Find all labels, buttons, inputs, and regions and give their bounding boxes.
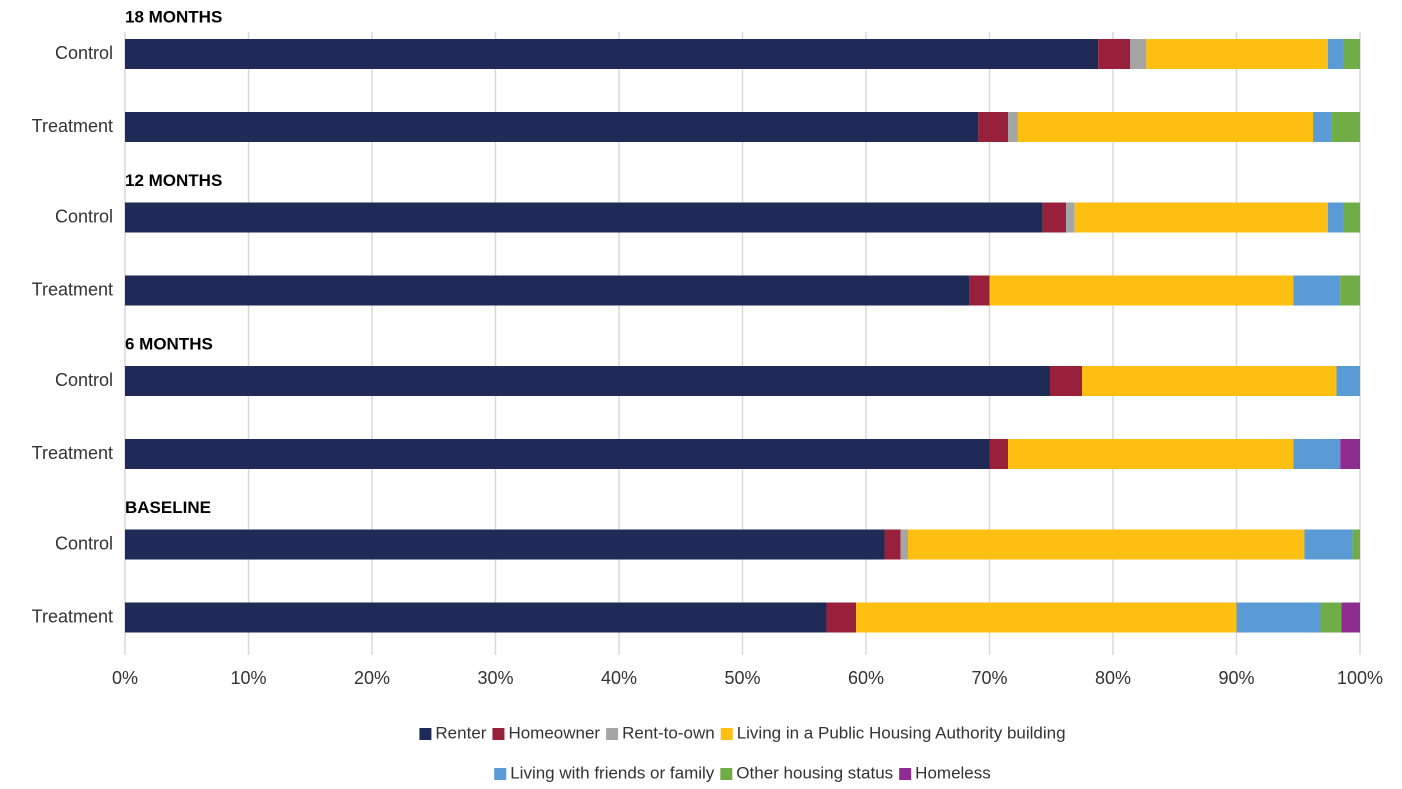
- legend-label: Homeless: [915, 763, 991, 782]
- bar-segment: [1327, 202, 1344, 233]
- y-tick-label: Treatment: [32, 443, 113, 463]
- x-tick-label: 60%: [848, 668, 884, 688]
- legend-label: Homeowner: [508, 723, 600, 742]
- bar-segment: [1236, 602, 1321, 633]
- bar-segment: [1050, 366, 1083, 396]
- x-tick-label: 50%: [724, 668, 760, 688]
- legend-label: Rent-to-own: [622, 723, 715, 742]
- bar-segment: [1008, 439, 1294, 469]
- bar-segment: [125, 275, 970, 306]
- x-tick-label: 80%: [1095, 668, 1131, 688]
- bar-segment: [1146, 39, 1328, 69]
- y-tick-label: Treatment: [32, 116, 113, 136]
- bar-segment: [1331, 112, 1360, 142]
- legend-swatch: [720, 768, 733, 780]
- bar-segment: [125, 366, 1051, 396]
- bar-segment: [1343, 202, 1360, 233]
- legend-label: Renter: [435, 723, 486, 742]
- bar-segment: [1341, 602, 1360, 633]
- bar-segment: [1336, 366, 1360, 396]
- y-tick-label: Control: [55, 206, 113, 226]
- bar-segment: [826, 602, 857, 633]
- x-tick-label: 40%: [601, 668, 637, 688]
- x-tick-label: 70%: [971, 668, 1007, 688]
- legend-label: Living in a Public Housing Authority bui…: [737, 723, 1066, 742]
- bar-segment: [1304, 529, 1353, 560]
- bar-segment: [125, 112, 979, 142]
- x-tick-label: 20%: [354, 668, 390, 688]
- legend-label: Living with friends or family: [510, 763, 715, 782]
- bar-segment: [1042, 202, 1067, 233]
- x-tick-label: 100%: [1337, 668, 1383, 688]
- bar-segment: [1352, 529, 1360, 560]
- bar-segment: [125, 602, 827, 633]
- x-tick-label: 10%: [230, 668, 266, 688]
- legend-swatch: [492, 728, 505, 740]
- y-tick-label: Treatment: [32, 606, 113, 626]
- group-label: 6 MONTHS: [125, 334, 213, 353]
- y-tick-label: Control: [55, 370, 113, 390]
- bar-segment: [125, 39, 1099, 69]
- group-label: 18 MONTHS: [125, 7, 222, 26]
- y-tick-label: Control: [55, 533, 113, 553]
- y-tick-label: Treatment: [32, 279, 113, 299]
- bar-segment: [125, 202, 1043, 233]
- bar-segment: [1343, 39, 1360, 69]
- bar-segment: [1340, 439, 1360, 469]
- bar-segment: [125, 439, 990, 469]
- bar-segment: [969, 275, 990, 306]
- legend-swatch: [494, 768, 507, 780]
- bar-segment: [1098, 39, 1131, 69]
- bar-segment: [989, 275, 1294, 306]
- x-tick-label: 30%: [477, 668, 513, 688]
- bar-segment: [1313, 112, 1332, 142]
- bar-segment: [1340, 275, 1360, 306]
- bar-segment: [900, 529, 908, 560]
- bar-segment: [907, 529, 1305, 560]
- bar-segment: [1066, 202, 1075, 233]
- bar-segment: [1130, 39, 1147, 69]
- group-label: BASELINE: [125, 498, 211, 517]
- bar-segment: [1327, 39, 1344, 69]
- legend-swatch: [606, 728, 619, 740]
- legend-swatch: [899, 768, 912, 780]
- bar-segment: [125, 529, 885, 560]
- legend-label: Other housing status: [736, 763, 893, 782]
- bar-segment: [1293, 439, 1341, 469]
- bar-segment: [1017, 112, 1314, 142]
- bar-segment: [1008, 112, 1018, 142]
- bar-segment: [1293, 275, 1341, 306]
- y-tick-label: Control: [55, 43, 113, 63]
- x-tick-label: 0%: [112, 668, 138, 688]
- bar-segment: [978, 112, 1009, 142]
- bar-segment: [884, 529, 901, 560]
- x-tick-label: 90%: [1218, 668, 1254, 688]
- bar-segment: [1074, 202, 1328, 233]
- group-label: 12 MONTHS: [125, 171, 222, 190]
- legend-swatch: [419, 728, 432, 740]
- bar-segment: [856, 602, 1237, 633]
- bar-segment: [1082, 366, 1337, 396]
- bar-segment: [1320, 602, 1342, 633]
- legend-swatch: [720, 728, 733, 740]
- bar-segment: [989, 439, 1009, 469]
